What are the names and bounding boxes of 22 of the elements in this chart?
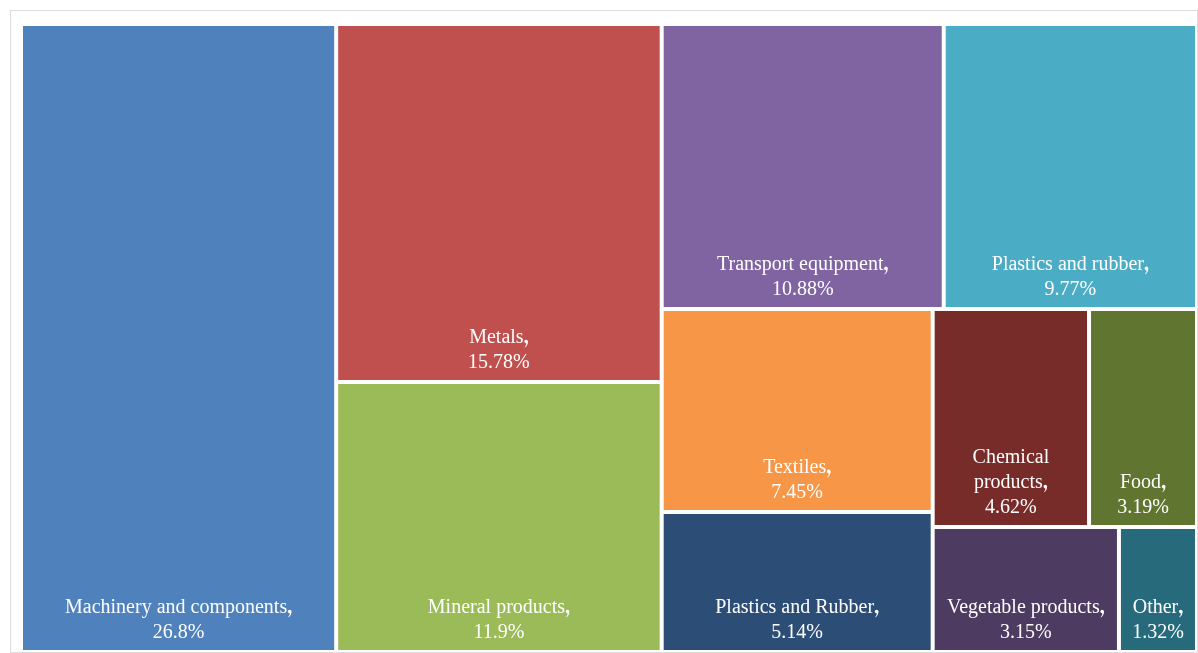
category-label: Machinery and components <box>65 595 288 618</box>
data-label: 4.62% <box>985 495 1037 518</box>
category-label: Transport equipment <box>716 251 884 275</box>
category-label: Metals <box>469 325 524 348</box>
category-label: Chemical products <box>972 445 1050 494</box>
category-label: Plastics and Rubber <box>715 595 875 617</box>
category-label: Other <box>1132 595 1179 617</box>
data-label: 11.9% <box>473 620 525 642</box>
data-label: 5.14% <box>771 620 824 642</box>
category-label: Mineral products <box>427 595 566 618</box>
data-label: 3.15% <box>999 620 1052 642</box>
data-label: 1.32% <box>1132 620 1184 642</box>
category-label: Textiles <box>763 454 827 477</box>
category-label: Food <box>1119 470 1162 493</box>
data-label: 3.19% <box>1117 495 1169 518</box>
data-label: 10.88% <box>771 276 834 299</box>
data-label: 26.8% <box>152 620 205 642</box>
data-label: 7.45% <box>771 479 824 502</box>
data-label: 9.77% <box>1044 276 1097 299</box>
data-label: 15.78% <box>468 350 530 373</box>
category-label: Plastics and rubber <box>991 251 1145 274</box>
category-label: Vegetable products <box>946 595 1100 618</box>
